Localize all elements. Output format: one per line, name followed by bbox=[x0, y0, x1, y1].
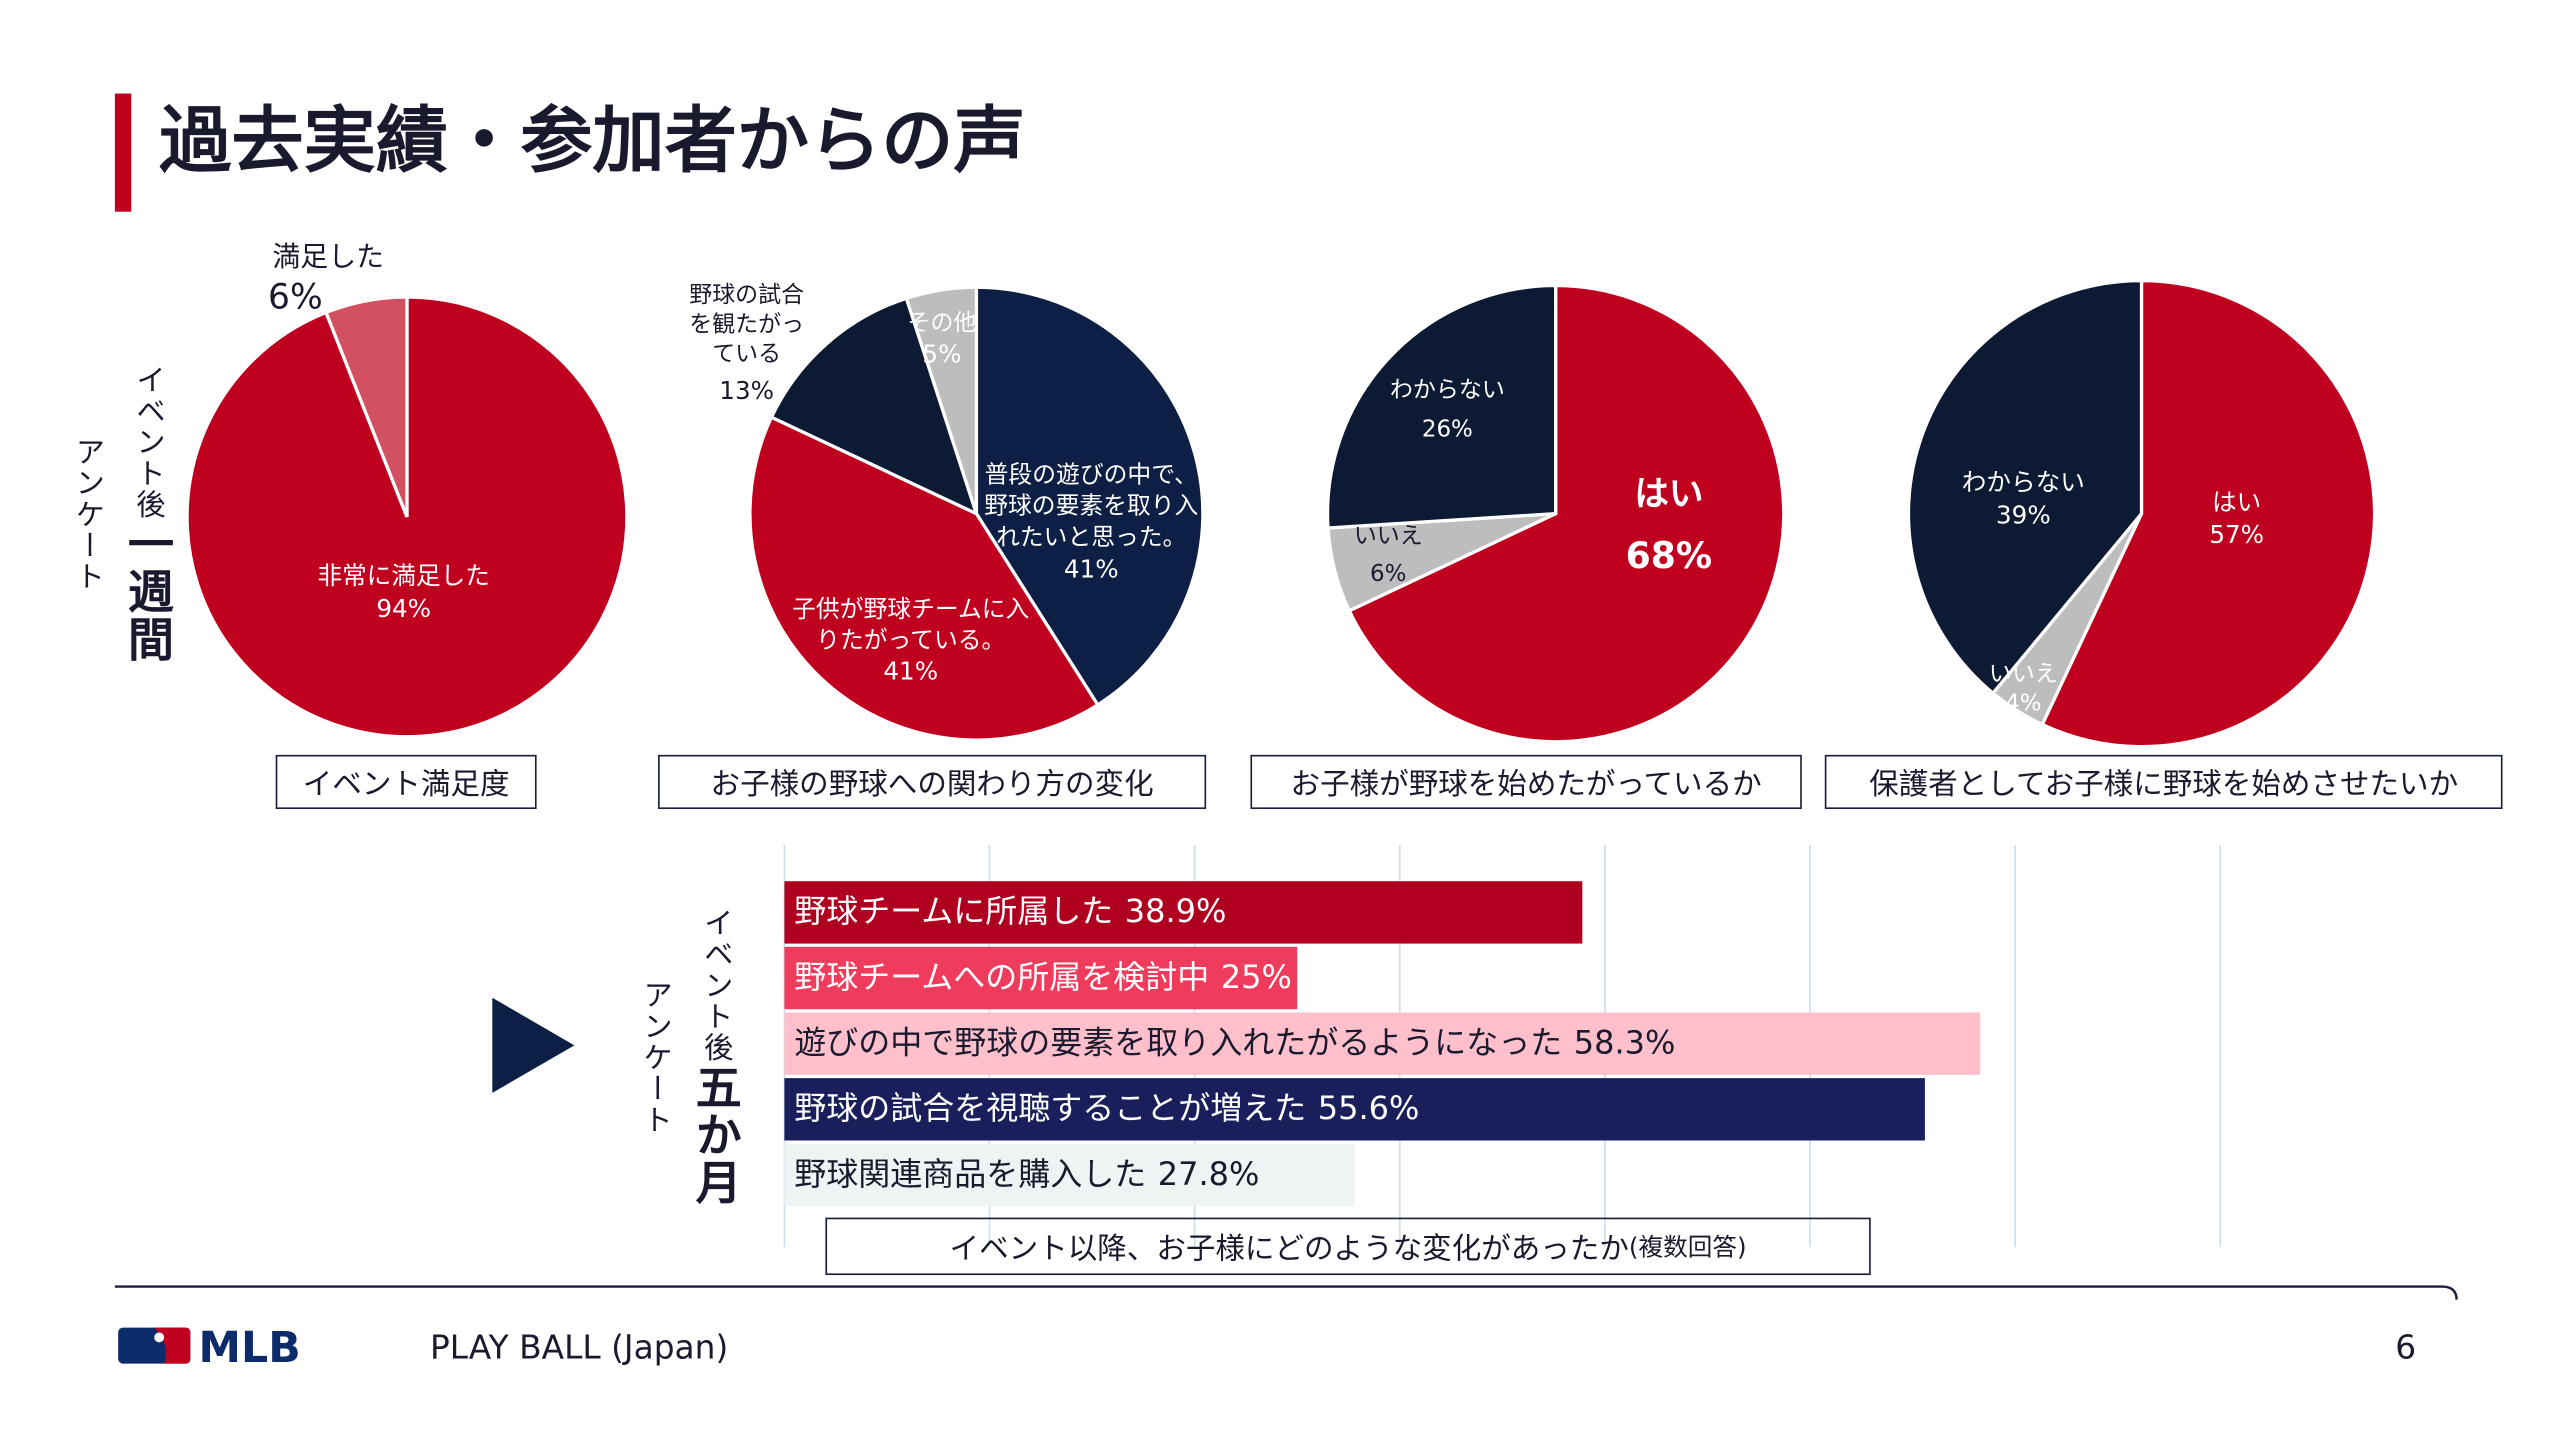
slice-value: 13% bbox=[719, 375, 775, 406]
slice-value: 5% bbox=[922, 339, 962, 370]
title-accent bbox=[114, 93, 132, 212]
chart-title: お子様の野球への関わり方の変化 bbox=[658, 754, 1207, 810]
slice-label: 満足した bbox=[272, 241, 384, 275]
survey-suffix: アンケート bbox=[70, 436, 106, 593]
bar-category: 野球チームへの所属を検討中 bbox=[794, 958, 1210, 997]
page-title: 過去実績・参加者からの声 bbox=[159, 100, 1026, 184]
chart-note: (複数回答) bbox=[1628, 1232, 1747, 1262]
slice-label: 野球の試合を観たがっている bbox=[689, 282, 805, 369]
chart-title: 保護者としてお子様に野球を始めさせたいか bbox=[1824, 754, 2503, 810]
slice-value: 26% bbox=[1421, 416, 1473, 444]
slice-value: 39% bbox=[1995, 500, 2051, 531]
chart-title: お子様が野球を始めたがっているか bbox=[1250, 754, 1802, 810]
slice-label: その他 bbox=[907, 310, 977, 337]
bar bbox=[784, 1012, 1981, 1075]
bar-label: 野球チームへの所属を検討中 25% bbox=[794, 957, 1292, 999]
footer-logo: MLB bbox=[198, 1324, 301, 1374]
bar-label: 野球の試合を視聴することが増えた 55.6% bbox=[794, 1088, 1419, 1130]
slice-value: 6% bbox=[1370, 561, 1407, 588]
bar-value: 25% bbox=[1220, 958, 1292, 997]
slice-value: 4% bbox=[2005, 690, 2042, 718]
slice-value: 57% bbox=[2209, 520, 2265, 550]
pie-slice bbox=[1347, 283, 1786, 744]
chart-title: イベント満足度 bbox=[275, 754, 537, 810]
bar bbox=[784, 1143, 1355, 1207]
slice-value: 41% bbox=[883, 656, 939, 686]
slice-label: わからない bbox=[1389, 377, 1505, 404]
slice-label: はい bbox=[1634, 474, 1704, 514]
slice-label: わからない bbox=[1961, 467, 2085, 498]
survey-prefix: イベント後 bbox=[699, 907, 734, 1064]
slice-label: 非常に満足した bbox=[317, 561, 490, 591]
pie-slice bbox=[1906, 278, 2144, 696]
bar bbox=[784, 1078, 1925, 1141]
bar-value: 58.3% bbox=[1573, 1023, 1676, 1062]
bar-value: 55.6% bbox=[1317, 1089, 1420, 1128]
footer-rule bbox=[114, 1285, 2458, 1300]
survey-suffix: アンケート bbox=[638, 979, 673, 1136]
page-number: 6 bbox=[2395, 1327, 2417, 1367]
survey-label: イベント後五か月 bbox=[683, 907, 749, 1206]
bar-value: 27.8% bbox=[1157, 1155, 1260, 1194]
bar-category: 遊びの中で野球の要素を取り入れたがるようになった bbox=[794, 1023, 1563, 1062]
slice-label: 普段の遊びの中で、野球の要素を取り入れたいと思った。 bbox=[984, 462, 1199, 551]
bar bbox=[784, 881, 1583, 944]
bar-label: 野球チームに所属した 38.9% bbox=[794, 891, 1226, 933]
slice-label: 子供が野球チームに入りたがっている。 bbox=[792, 597, 1030, 655]
slice-value: 94% bbox=[376, 594, 432, 624]
pie-slice bbox=[2040, 278, 2377, 749]
slice-value: 41% bbox=[1063, 554, 1119, 585]
pie-slice bbox=[748, 415, 1101, 742]
bar-value: 38.9% bbox=[1124, 892, 1227, 931]
chart-title: イベント以降、お子様にどのような変化があったか (複数回答) bbox=[825, 1217, 1871, 1276]
mlb-icon bbox=[118, 1327, 191, 1364]
slice-value: 6% bbox=[268, 277, 323, 317]
footer-text: PLAY BALL (Japan) bbox=[429, 1327, 729, 1367]
slice-label: いいえ bbox=[1988, 661, 2058, 688]
slice-label: いいえ bbox=[1353, 523, 1423, 550]
survey-label: イベント後一週間 bbox=[115, 364, 181, 663]
bar-category: 野球関連商品を購入した bbox=[794, 1155, 1147, 1194]
survey-period: 五か月 bbox=[689, 1063, 744, 1207]
bar-label: 野球関連商品を購入した 27.8% bbox=[794, 1154, 1259, 1196]
bar-category: 野球チームに所属した bbox=[794, 892, 1114, 931]
pie-slice bbox=[1325, 283, 1558, 530]
pie-slice bbox=[904, 285, 979, 515]
bar-label: 遊びの中で野球の要素を取り入れたがるようになった 58.3% bbox=[794, 1022, 1675, 1064]
survey-period: 一週間 bbox=[121, 520, 176, 663]
survey-prefix: イベント後 bbox=[131, 364, 166, 521]
bar-category: 野球の試合を視聴することが増えた bbox=[794, 1089, 1307, 1128]
pie-slice bbox=[769, 296, 980, 517]
slice-label: はい bbox=[2212, 487, 2262, 517]
arrow bbox=[492, 997, 575, 1093]
pie-slice bbox=[323, 295, 409, 518]
bar bbox=[784, 946, 1298, 1010]
slice-value: 68% bbox=[1625, 536, 1713, 578]
chart-title-text: イベント以降、お子様にどのような変化があったか bbox=[949, 1231, 1629, 1267]
